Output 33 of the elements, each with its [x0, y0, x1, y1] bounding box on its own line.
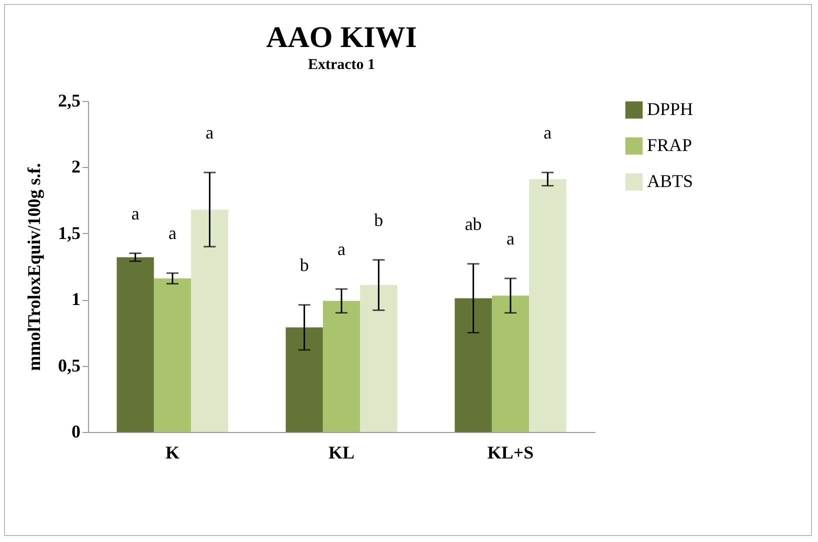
annotation: a — [338, 239, 346, 260]
y-tick-label: 2 — [72, 156, 80, 177]
bar — [286, 327, 323, 432]
annotation: a — [168, 223, 176, 244]
y-tick-label: 0,5 — [58, 355, 80, 376]
y-tick-label: 1 — [72, 289, 80, 310]
annotation: a — [506, 228, 514, 248]
bar — [154, 278, 192, 432]
legend-label: FRAP — [647, 135, 692, 155]
bar — [454, 298, 492, 432]
legend-label: ABTS — [647, 171, 694, 191]
x-tick-label: KL — [328, 442, 355, 462]
y-axis-title: mmolTroloxEquiv/100g s.f. — [24, 163, 44, 371]
bar — [322, 300, 360, 432]
y-tick-label: 1,5 — [58, 222, 80, 243]
bar — [191, 210, 228, 432]
bar — [360, 285, 398, 432]
bar — [529, 179, 566, 432]
bar — [492, 296, 530, 432]
annotation: a — [131, 203, 140, 224]
annotation: b — [300, 254, 309, 275]
annotation: ab — [464, 214, 482, 234]
y-tick-label: 2,5 — [58, 90, 80, 110]
y-tick-label: 0 — [72, 422, 80, 442]
annotation: b — [374, 210, 384, 230]
legend-label: DPPH — [647, 99, 694, 119]
annotation: a — [206, 122, 214, 142]
x-tick-label: K — [165, 442, 180, 462]
chart-subtitle: Extracto 1 — [308, 57, 376, 73]
x-tick-label: KL+S — [487, 442, 534, 462]
bar — [116, 257, 154, 432]
annotation: a — [544, 122, 552, 142]
chart-title: AAO KIWI — [266, 21, 417, 54]
